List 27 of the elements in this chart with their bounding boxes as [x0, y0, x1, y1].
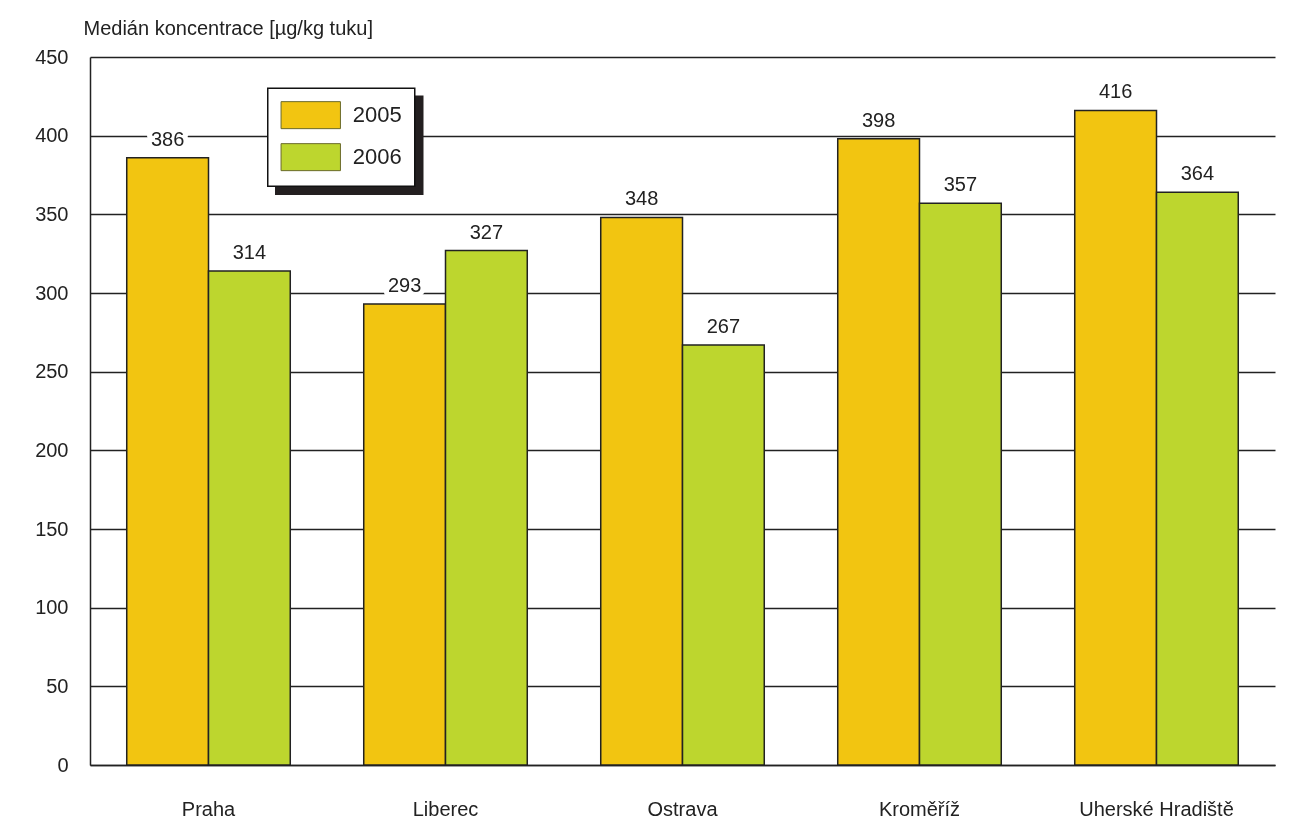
y-tick-label: 200	[35, 438, 69, 461]
x-tick-label: Uherské Hradiště	[1079, 797, 1234, 820]
y-tick-label: 300	[35, 281, 69, 304]
x-tick-label: Liberec	[412, 797, 479, 820]
y-tick-label: 100	[35, 596, 69, 619]
data-label: 364	[1180, 162, 1215, 185]
x-tick-label: Ostrava	[647, 797, 719, 820]
data-label: 348	[624, 187, 659, 210]
x-tick-label: Praha	[181, 797, 237, 820]
legend-label: 2006	[352, 144, 402, 170]
data-label: 293	[387, 274, 422, 297]
data-label: 357	[943, 173, 978, 196]
y-tick-label: 400	[35, 124, 69, 147]
x-tick-label: Kroměříž	[878, 797, 961, 820]
data-label: 398	[861, 108, 896, 131]
data-label: 267	[706, 314, 741, 337]
data-label: 327	[469, 220, 504, 243]
y-tick-label: 350	[35, 202, 69, 225]
y-tick-label: 150	[35, 517, 69, 540]
data-label: 314	[232, 240, 267, 263]
legend-label: 2005	[352, 102, 402, 128]
y-tick-label: 0	[57, 753, 69, 776]
y-tick-label: 50	[46, 674, 69, 697]
y-tick-label: 450	[35, 45, 69, 68]
data-label: 416	[1098, 80, 1133, 103]
y-tick-label: 250	[35, 360, 69, 383]
y-axis-title: Medián koncentrace [µg/kg tuku]	[83, 16, 373, 39]
